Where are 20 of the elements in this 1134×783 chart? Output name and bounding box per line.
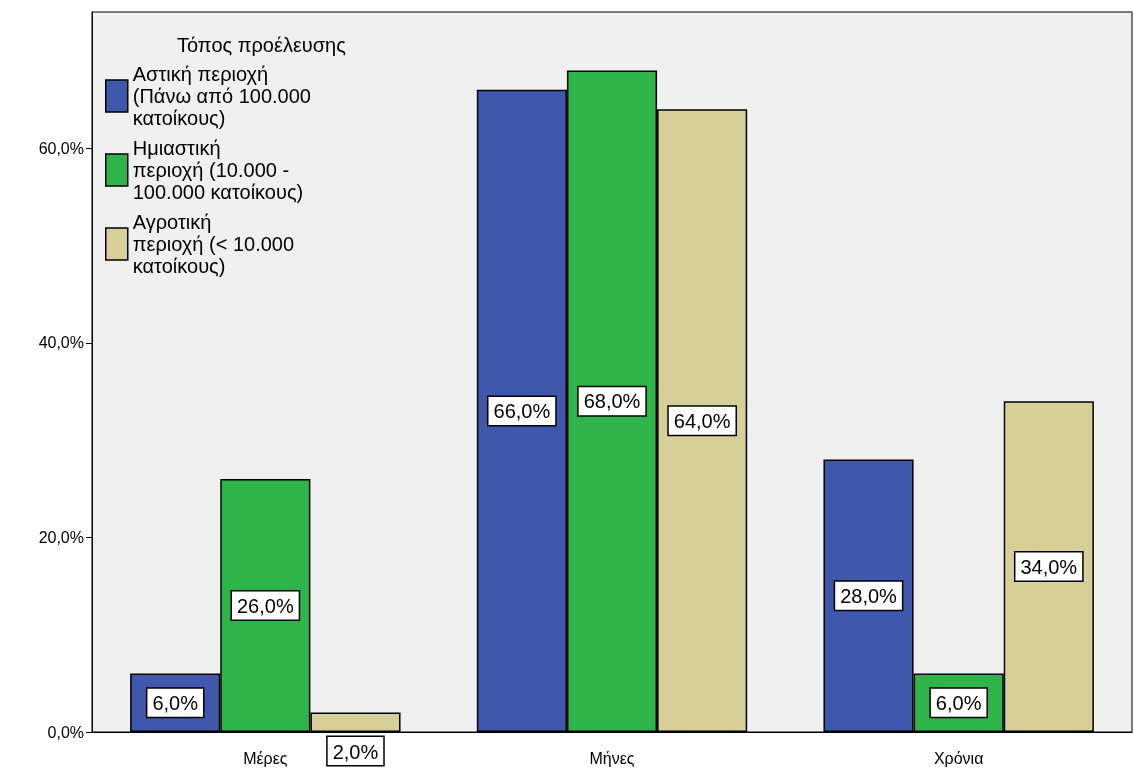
x-tick-label: Μέρες (243, 749, 288, 767)
y-tick-label: 0,0% (47, 723, 84, 741)
x-tick-label: Χρόνια (933, 749, 984, 767)
y-tick-label: 40,0% (38, 334, 84, 352)
data-label: 66,0% (493, 399, 551, 422)
legend-label: Αγροτική περιοχή (< 10.000 κατοίκους) (132, 211, 300, 277)
legend-label: Ημιαστική περιοχή (10.000 - 100.000 κατοίκους) (132, 137, 304, 203)
data-label: 6,0% (935, 691, 982, 714)
legend-title: Τόπος προέλευσης (177, 34, 347, 56)
data-label: 2,0% (332, 741, 379, 763)
x-tick-label: Μήνες (589, 749, 635, 767)
data-label: 28,0% (840, 584, 898, 607)
legend-label: Αστική περιοχή (Πάνω από 100.000 κατοίκους) (132, 63, 317, 129)
data-label: 64,0% (673, 409, 731, 432)
data-label: 6,0% (152, 691, 199, 714)
data-label: 68,0% (583, 390, 641, 413)
y-tick-label: 60,0% (38, 139, 84, 157)
data-label: 26,0% (236, 594, 294, 617)
y-tick-label: 20,0% (38, 528, 84, 546)
data-label: 34,0% (1020, 555, 1078, 578)
